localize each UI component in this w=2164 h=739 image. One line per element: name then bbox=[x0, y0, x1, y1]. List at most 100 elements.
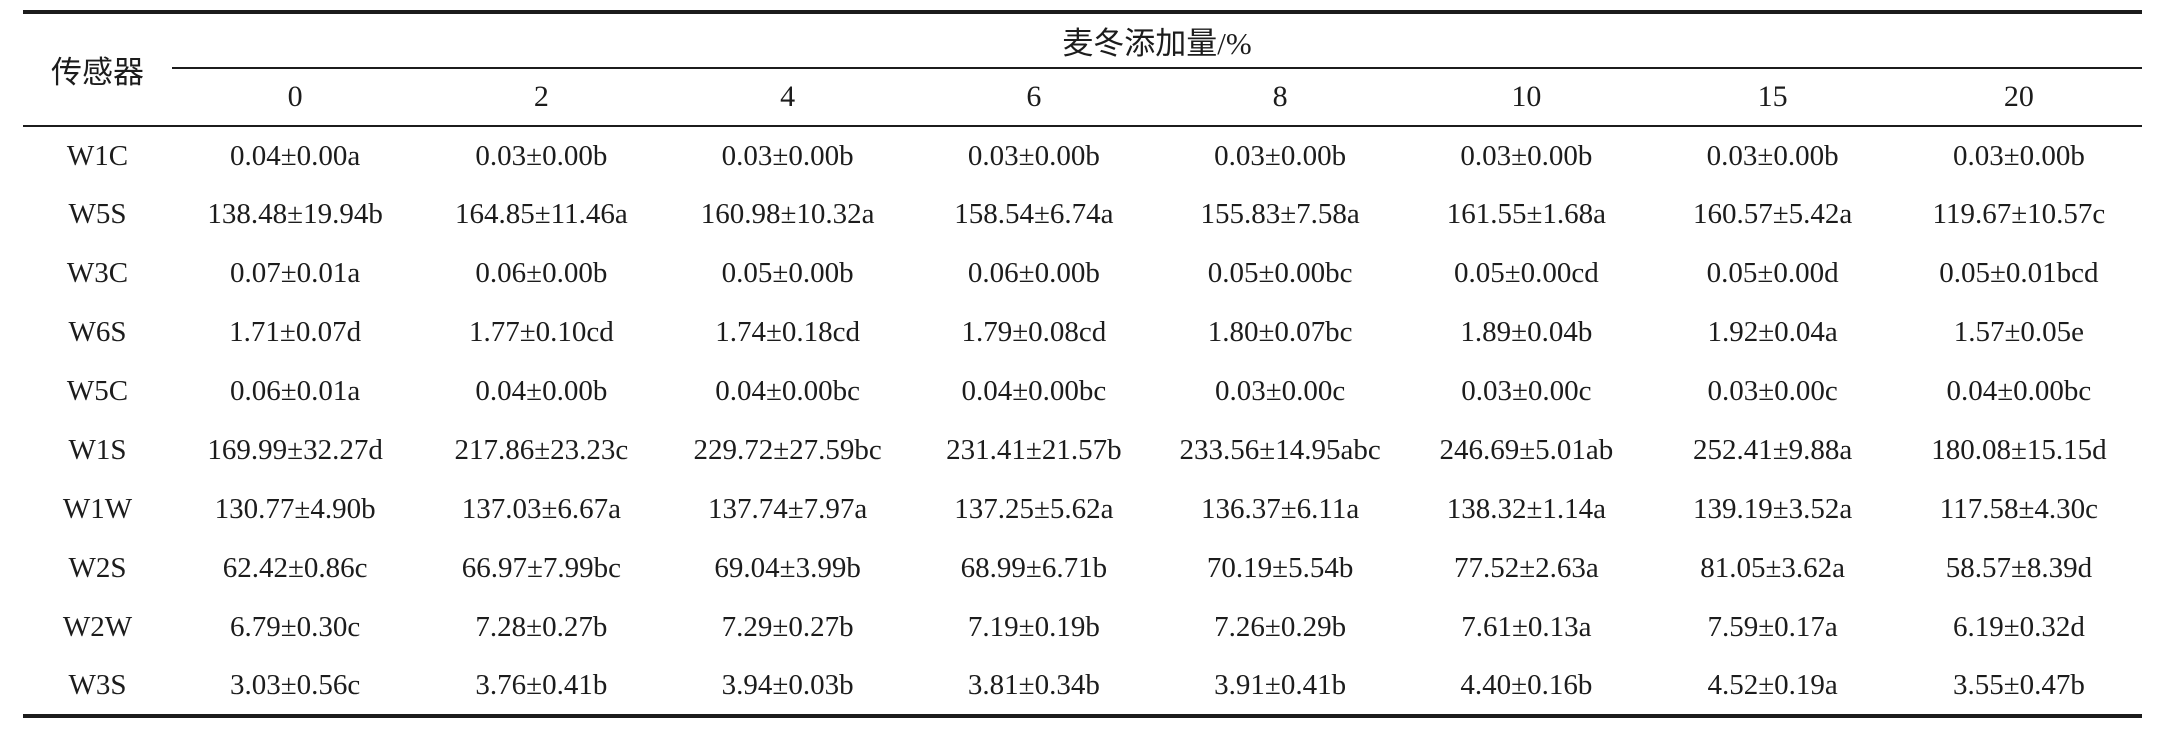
value-cell: 130.77±4.90b bbox=[214, 493, 376, 525]
value-cell: 139.19±3.52a bbox=[1692, 493, 1853, 525]
value-cell: 229.72±27.59bc bbox=[693, 434, 882, 466]
value-cell: 1.92±0.04a bbox=[1707, 316, 1838, 348]
value-cell: 0.05±0.00cd bbox=[1453, 257, 1599, 289]
value-cell: 217.86±23.23c bbox=[454, 434, 629, 466]
sensor-label: W3S bbox=[68, 669, 127, 701]
sensor-label: W2W bbox=[62, 611, 133, 643]
table-row-w1c: W1C 0.04±0.00a 0.03±0.00b 0.03±0.00b 0.0… bbox=[23, 126, 2142, 185]
value-cell: 0.06±0.00b bbox=[475, 257, 608, 289]
column-header-0: 0 bbox=[172, 68, 419, 127]
value-cell: 137.03±6.67a bbox=[461, 493, 622, 525]
value-cell: 137.25±5.62a bbox=[954, 493, 1114, 525]
value-cell: 7.61±0.13a bbox=[1461, 611, 1592, 643]
value-cell: 0.03±0.00c bbox=[1461, 375, 1592, 407]
value-cell: 155.83±7.58a bbox=[1200, 198, 1360, 230]
value-cell: 252.41±9.88a bbox=[1692, 434, 1853, 466]
sensor-label: W5C bbox=[66, 375, 129, 407]
value-cell: 1.77±0.10cd bbox=[468, 316, 614, 348]
value-cell: 1.89±0.04b bbox=[1460, 316, 1593, 348]
value-cell: 4.52±0.19a bbox=[1707, 669, 1838, 701]
value-cell: 0.03±0.00b bbox=[721, 139, 854, 172]
column-header-6: 6 bbox=[910, 68, 1157, 127]
value-cell: 0.05±0.00d bbox=[1706, 257, 1839, 289]
value-cell: 3.94±0.03b bbox=[721, 669, 854, 701]
value-cell: 7.59±0.17a bbox=[1707, 611, 1838, 643]
value-cell: 3.81±0.34b bbox=[967, 669, 1100, 701]
value-cell: 0.06±0.00b bbox=[967, 257, 1100, 289]
value-cell: 0.04±0.00a bbox=[229, 139, 361, 172]
value-cell: 0.05±0.00bc bbox=[1207, 257, 1353, 289]
value-cell: 233.56±14.95abc bbox=[1179, 434, 1381, 466]
value-cell: 180.08±15.15d bbox=[1931, 434, 2107, 466]
value-cell: 3.55±0.47b bbox=[1952, 669, 2085, 701]
table-row-w1s: W1S 169.99±32.27d 217.86±23.23c 229.72±2… bbox=[23, 421, 2142, 480]
sensor-label: W5S bbox=[68, 198, 127, 230]
value-cell: 137.74±7.97a bbox=[707, 493, 868, 525]
value-cell: 81.05±3.62a bbox=[1700, 552, 1846, 584]
value-cell: 68.99±6.71b bbox=[960, 552, 1108, 584]
value-cell: 0.03±0.00b bbox=[1460, 139, 1593, 172]
value-cell: 136.37±6.11a bbox=[1201, 493, 1360, 525]
value-cell: 119.67±10.57c bbox=[1932, 198, 2106, 230]
value-cell: 69.04±3.99b bbox=[714, 552, 861, 584]
table-row-w6s: W6S 1.71±0.07d 1.77±0.10cd 1.74±0.18cd 1… bbox=[23, 303, 2142, 362]
column-header-2: 2 bbox=[418, 68, 665, 127]
value-cell: 231.41±21.57b bbox=[946, 434, 1122, 466]
value-cell: 0.04±0.00bc bbox=[715, 375, 861, 407]
value-cell: 0.03±0.00b bbox=[475, 139, 608, 172]
value-cell: 160.98±10.32a bbox=[700, 198, 875, 230]
value-cell: 1.79±0.08cd bbox=[961, 316, 1107, 348]
value-cell: 161.55±1.68a bbox=[1446, 198, 1607, 230]
column-header-10: 10 bbox=[1403, 68, 1650, 127]
value-cell: 70.19±5.54b bbox=[1206, 552, 1354, 584]
value-cell: 1.71±0.07d bbox=[229, 316, 362, 348]
value-cell: 6.19±0.32d bbox=[1952, 611, 2085, 643]
table-row-w3s: W3S 3.03±0.56c 3.76±0.41b 3.94±0.03b 3.8… bbox=[23, 657, 2142, 716]
table-row-w2s: W2S 62.42±0.86c 66.97±7.99bc 69.04±3.99b… bbox=[23, 539, 2142, 598]
value-cell: 77.52±2.63a bbox=[1453, 552, 1599, 584]
value-cell: 7.28±0.27b bbox=[475, 611, 608, 643]
value-cell: 3.76±0.41b bbox=[475, 669, 608, 701]
value-cell: 3.03±0.56c bbox=[229, 669, 361, 701]
table-row-w5c: W5C 0.06±0.01a 0.04±0.00b 0.04±0.00bc 0.… bbox=[23, 362, 2142, 421]
value-cell: 0.03±0.00c bbox=[1707, 375, 1838, 407]
value-cell: 169.99±32.27d bbox=[207, 434, 383, 466]
sensor-data-table: 传感器 麦冬添加量/% 0 2 4 6 8 10 15 20 W1C 0.04±… bbox=[23, 10, 2143, 718]
value-cell: 0.03±0.00b bbox=[967, 139, 1100, 172]
table-row-w5s: W5S 138.48±19.94b 164.85±11.46a 160.98±1… bbox=[23, 185, 2142, 244]
value-cell: 117.58±4.30c bbox=[1939, 493, 2099, 525]
value-cell: 158.54±6.74a bbox=[954, 198, 1114, 230]
value-cell: 164.85±11.46a bbox=[455, 198, 628, 230]
table-row-w1w: W1W 130.77±4.90b 137.03±6.67a 137.74±7.9… bbox=[23, 480, 2142, 539]
value-cell: 7.26±0.29b bbox=[1214, 611, 1347, 643]
value-cell: 7.29±0.27b bbox=[721, 611, 854, 643]
value-cell: 0.04±0.00bc bbox=[1946, 375, 2092, 407]
value-cell: 58.57±8.39d bbox=[1945, 552, 2093, 584]
value-cell: 4.40±0.16b bbox=[1460, 669, 1593, 701]
sensor-label: W1W bbox=[62, 493, 133, 525]
column-header-8: 8 bbox=[1157, 68, 1404, 127]
value-cell: 3.91±0.41b bbox=[1214, 669, 1347, 701]
value-cell: 0.03±0.00c bbox=[1214, 375, 1346, 407]
sensor-label: W1S bbox=[68, 434, 127, 466]
value-cell: 66.97±7.99bc bbox=[461, 552, 622, 584]
sensor-label: W6S bbox=[68, 316, 127, 348]
sensor-label: W2S bbox=[68, 552, 127, 584]
column-header-4: 4 bbox=[664, 68, 911, 127]
value-cell: 138.32±1.14a bbox=[1446, 493, 1607, 525]
value-cell: 0.05±0.01bcd bbox=[1939, 257, 2099, 289]
table-row-w3c: W3C 0.07±0.01a 0.06±0.00b 0.05±0.00b 0.0… bbox=[23, 244, 2142, 303]
column-header-15: 15 bbox=[1649, 68, 1896, 127]
value-cell: 246.69±5.01ab bbox=[1439, 434, 1614, 466]
value-cell: 138.48±19.94b bbox=[207, 198, 383, 230]
value-cell: 0.03±0.00b bbox=[1952, 139, 2085, 172]
sensor-label: W3C bbox=[66, 257, 129, 289]
sensor-label: W1C bbox=[66, 139, 129, 172]
value-cell: 0.03±0.00b bbox=[1214, 139, 1347, 172]
value-cell: 0.04±0.00b bbox=[475, 375, 608, 407]
value-cell: 160.57±5.42a bbox=[1692, 198, 1853, 230]
value-cell: 6.79±0.30c bbox=[229, 611, 361, 643]
value-cell: 62.42±0.86c bbox=[222, 552, 368, 584]
value-cell: 1.57±0.05e bbox=[1953, 316, 2085, 348]
